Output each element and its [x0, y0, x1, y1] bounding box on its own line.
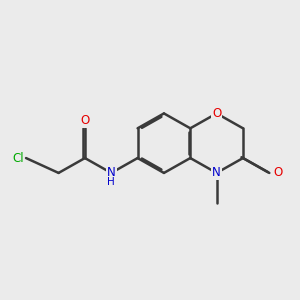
Text: Cl: Cl	[12, 152, 23, 165]
Text: O: O	[273, 167, 282, 179]
Text: O: O	[80, 114, 89, 127]
Text: O: O	[212, 107, 221, 120]
Text: N: N	[212, 167, 221, 179]
Text: H: H	[107, 177, 115, 187]
Text: N: N	[107, 167, 116, 179]
